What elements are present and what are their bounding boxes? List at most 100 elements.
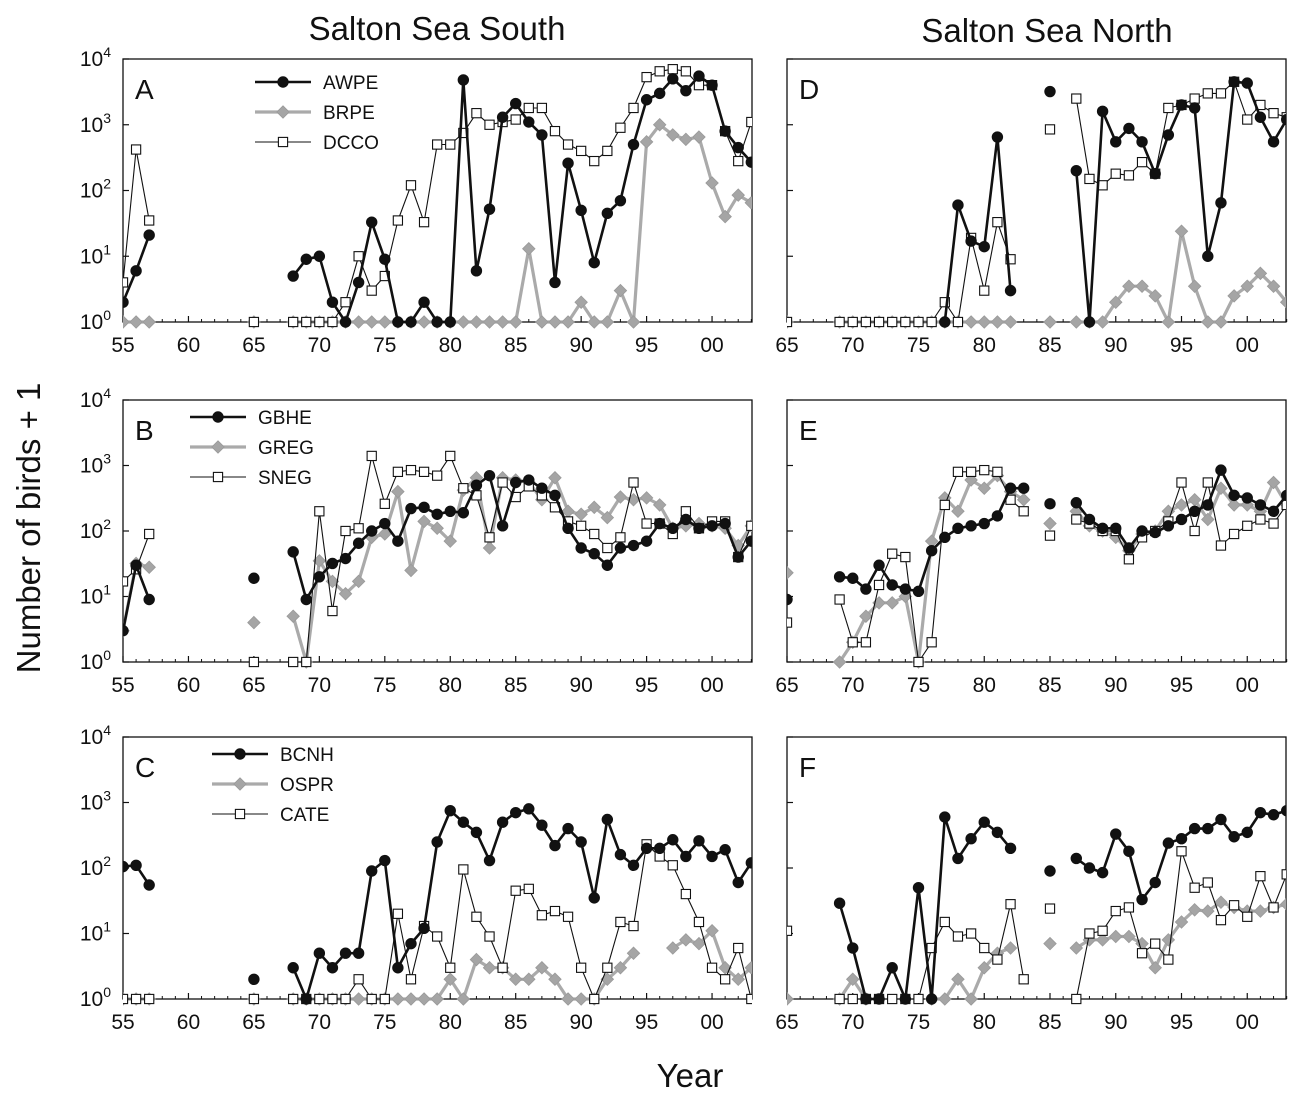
point-DCCO [992,217,1003,228]
y-tick-label: 100 [80,984,111,1011]
x-tick-label: 70 [841,674,864,697]
legend-label: GREG [258,438,314,459]
point-BCNH [627,859,640,871]
point-CATE [602,962,613,973]
col-title-south: Salton Sea South [309,10,566,47]
point-GBHE [1149,526,1161,539]
point-BRPE [692,130,706,144]
x-tick-label: 70 [308,1011,331,1034]
point-GBHE [1004,482,1017,494]
point-DCCO [1071,93,1082,104]
point-GREG [787,566,794,580]
legend-label: BCNH [280,745,334,766]
point-CATE [353,974,364,985]
point-BRPE [142,315,156,329]
point-BRPE [1240,279,1255,293]
legend-marker [233,777,247,791]
point-OSPR [482,960,497,975]
point-BRPE [508,315,523,329]
point-GREG [1227,498,1241,512]
point-CATE [549,905,561,917]
y-tick-label: 101 [80,241,111,268]
point-AWPE [601,207,614,220]
point-GBHE [1123,542,1135,554]
point-CATE [1150,938,1161,949]
point-BCNH [1110,828,1122,840]
x-tick-label: 75 [373,674,396,697]
point-CATE [1242,911,1253,922]
x-tick-label: 90 [1104,334,1127,357]
x-tick-label: 00 [700,334,723,357]
point-AWPE [640,94,653,106]
point-BCNH [1044,865,1056,877]
x-tick-label: 95 [1170,1011,1193,1034]
x-tick-label: 80 [973,674,996,697]
point-OSPR [1108,929,1123,944]
point-CATE [432,931,443,942]
point-GREG [613,490,628,504]
x-tick-label: 65 [775,674,798,697]
point-CATE [887,993,898,1005]
point-DCCO [301,316,312,328]
point-GBHE [653,517,666,530]
legend-marker [276,105,290,119]
point-CATE [392,908,404,919]
point-DCCO [834,316,845,328]
point-OSPR [548,972,562,987]
point-GREG [378,527,392,541]
series-BCNH [123,803,752,1005]
legend-label: SNEG [258,468,312,489]
point-DCCO [123,277,129,288]
point-SNEG [860,637,872,648]
point-BRPE [1135,279,1149,293]
point-GBHE [470,479,483,491]
y-tick-label: 103 [80,788,111,815]
point-BCNH [326,962,339,974]
x-tick-label: 55 [111,334,134,357]
point-AWPE [1228,76,1240,88]
point-GBHE [787,593,793,606]
point-DCCO [340,297,351,308]
point-CATE [248,993,260,1005]
point-OSPR [744,960,752,975]
point-GBHE [1162,520,1175,532]
point-DCCO [733,155,744,167]
point-BRPE [964,315,978,329]
x-tick-label: 85 [504,1011,527,1034]
point-BRPE [456,315,471,329]
point-GBHE [366,525,378,537]
point-GREG [1201,512,1215,527]
point-CATE [746,993,752,1005]
point-DCCO [787,316,793,328]
point-AWPE [952,199,964,211]
point-DCCO [130,144,142,155]
point-DCCO [602,145,613,157]
point-SNEG [992,466,1003,477]
point-CATE [144,993,155,1005]
point-DCCO [549,125,561,137]
point-AWPE [1267,136,1280,148]
point-DCCO [484,119,495,130]
point-BCNH [680,850,692,863]
plot-area [123,803,752,1006]
point-BCNH [1228,831,1240,843]
point-BCNH [339,947,352,959]
point-OSPR [1174,915,1189,929]
point-DCCO [288,316,299,328]
x-tick-label: 80 [973,334,996,357]
point-OSPR [1148,960,1162,975]
point-BRPE [1187,279,1202,293]
point-BCNH [912,882,925,894]
point-SNEG [1123,554,1135,565]
legend-label: BRPE [323,103,375,124]
point-BCNH [536,819,548,831]
point-BCNH [667,834,679,846]
point-OSPR [666,941,680,955]
point-BCNH [732,876,744,889]
point-GBHE [1254,499,1267,511]
point-SNEG [144,528,155,540]
point-DCCO [1268,108,1279,119]
panel-B: 100 101 102 103 104 55 60 65 70 75 80 85 90 95 00 B GBHE… [80,385,753,697]
point-AWPE [326,296,339,308]
panel-E: 65 70 75 80 85 90 95 00 E [775,399,1288,697]
